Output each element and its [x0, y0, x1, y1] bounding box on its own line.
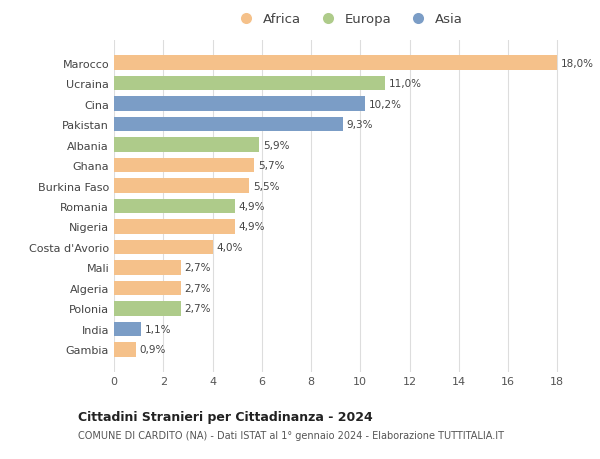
Bar [114, 97, 365, 112]
Text: 4,9%: 4,9% [238, 222, 265, 232]
Bar [114, 240, 212, 255]
Bar [114, 322, 141, 336]
Bar [114, 138, 259, 152]
Text: 11,0%: 11,0% [389, 79, 422, 89]
Text: 10,2%: 10,2% [369, 99, 402, 109]
Text: 18,0%: 18,0% [561, 58, 594, 68]
Bar [114, 179, 250, 193]
Text: 4,9%: 4,9% [238, 202, 265, 212]
Bar [114, 302, 181, 316]
Text: 2,7%: 2,7% [184, 263, 211, 273]
Text: 5,7%: 5,7% [258, 161, 284, 171]
Text: 4,0%: 4,0% [216, 242, 242, 252]
Bar [114, 199, 235, 214]
Text: Cittadini Stranieri per Cittadinanza - 2024: Cittadini Stranieri per Cittadinanza - 2… [78, 410, 373, 423]
Bar [114, 220, 235, 234]
Text: 1,1%: 1,1% [145, 324, 171, 334]
Bar [114, 77, 385, 91]
Text: 9,3%: 9,3% [347, 120, 373, 130]
Bar [114, 261, 181, 275]
Text: 5,9%: 5,9% [263, 140, 290, 150]
Bar [114, 118, 343, 132]
Bar [114, 56, 557, 71]
Bar [114, 281, 181, 296]
Text: 2,7%: 2,7% [184, 283, 211, 293]
Text: 0,9%: 0,9% [140, 345, 166, 355]
Bar [114, 158, 254, 173]
Legend: Africa, Europa, Asia: Africa, Europa, Asia [227, 8, 469, 31]
Text: 2,7%: 2,7% [184, 304, 211, 314]
Bar [114, 342, 136, 357]
Text: 5,5%: 5,5% [253, 181, 280, 191]
Text: COMUNE DI CARDITO (NA) - Dati ISTAT al 1° gennaio 2024 - Elaborazione TUTTITALIA: COMUNE DI CARDITO (NA) - Dati ISTAT al 1… [78, 431, 504, 440]
